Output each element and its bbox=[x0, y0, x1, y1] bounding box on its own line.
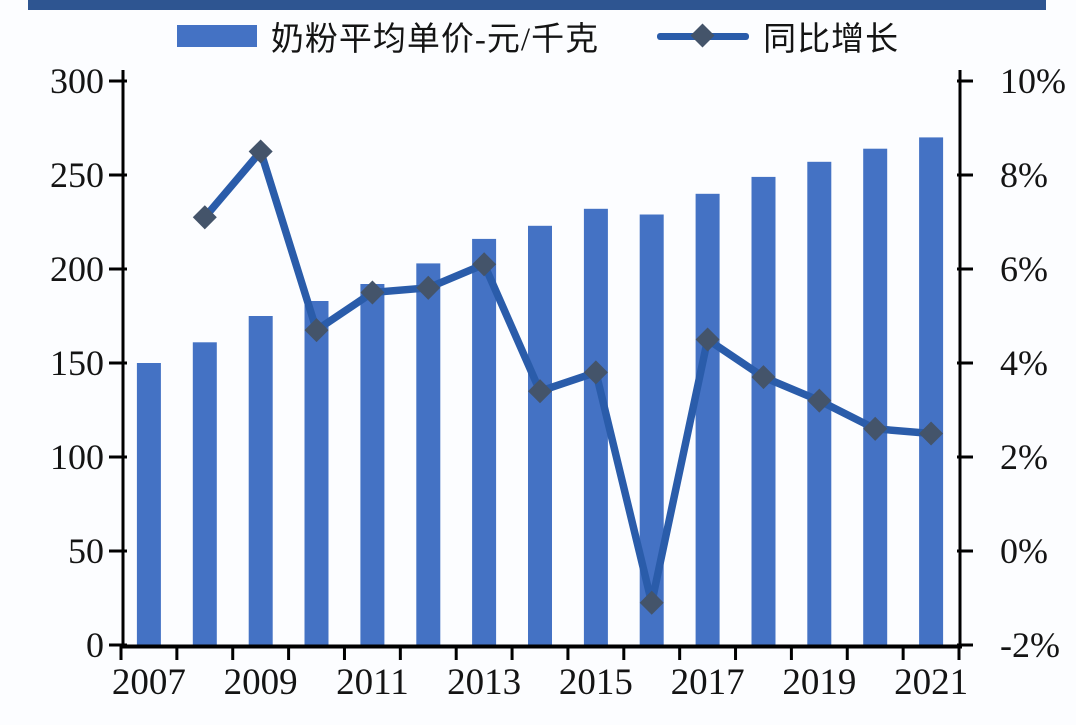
bar-2010 bbox=[304, 301, 329, 645]
x-tick-label-2011: 2011 bbox=[336, 662, 409, 703]
bar-2020 bbox=[863, 148, 888, 645]
x-tick-label-2019: 2019 bbox=[782, 662, 856, 703]
bar-2013 bbox=[472, 238, 497, 645]
right-tick-label-4: 4% bbox=[1000, 343, 1048, 383]
legend-line-label: 同比增长 bbox=[763, 22, 900, 58]
left-tick-label-300: 300 bbox=[50, 61, 104, 101]
line-marker-2009 bbox=[248, 139, 273, 164]
bar-2009 bbox=[248, 316, 273, 645]
x-tick-label-2009: 2009 bbox=[224, 662, 298, 703]
x-tick-label-2013: 2013 bbox=[447, 662, 521, 703]
left-tick-label-200: 200 bbox=[50, 249, 104, 289]
line-marker-2010 bbox=[304, 318, 329, 343]
right-tick-label-2: 2% bbox=[1000, 437, 1048, 477]
legend-item-line-series: 同比增长 bbox=[657, 12, 899, 60]
bar-2012 bbox=[416, 263, 441, 645]
left-tick-label-50: 50 bbox=[68, 531, 104, 571]
right-tick-label--2: -2% bbox=[1000, 625, 1060, 665]
x-tick-label-2007: 2007 bbox=[112, 662, 186, 703]
bar-2014 bbox=[528, 225, 552, 646]
x-tick-label-2015: 2015 bbox=[559, 662, 633, 703]
x-tick-label-2021: 2021 bbox=[894, 662, 968, 703]
left-tick-label-0: 0 bbox=[86, 625, 104, 665]
bar-series-swatch bbox=[176, 25, 257, 47]
top-accent-bar bbox=[28, 0, 1046, 10]
legend: 奶粉平均单价-元/千克 同比增长 bbox=[0, 14, 1076, 58]
bar-2015 bbox=[583, 208, 608, 646]
growth-line bbox=[201, 147, 935, 607]
line-marker-2012 bbox=[416, 275, 441, 300]
left-tick-label-250: 250 bbox=[50, 155, 104, 195]
left-tick-label-150: 150 bbox=[50, 343, 104, 383]
right-tick-label-6: 6% bbox=[1000, 249, 1048, 289]
x-tick-label-2017: 2017 bbox=[671, 662, 745, 703]
bar-2008 bbox=[192, 342, 217, 645]
bar-2007 bbox=[136, 363, 161, 645]
bar-2018 bbox=[751, 176, 776, 645]
legend-bar-label: 奶粉平均单价-元/千克 bbox=[270, 22, 600, 58]
left-tick-label-100: 100 bbox=[50, 437, 104, 477]
line-marker-2011 bbox=[360, 280, 385, 305]
right-tick-label-0: 0% bbox=[1000, 531, 1048, 571]
bar-2021 bbox=[919, 137, 944, 645]
bar-2011 bbox=[360, 284, 385, 645]
right-tick-label-8: 8% bbox=[1000, 155, 1048, 195]
bar-2017 bbox=[695, 193, 720, 646]
line-marker-2008 bbox=[192, 205, 217, 230]
right-tick-label-10: 10% bbox=[1000, 61, 1066, 101]
legend-item-bar-series: 奶粉平均单价-元/千克 bbox=[176, 12, 600, 60]
line-series-swatch bbox=[657, 23, 750, 49]
